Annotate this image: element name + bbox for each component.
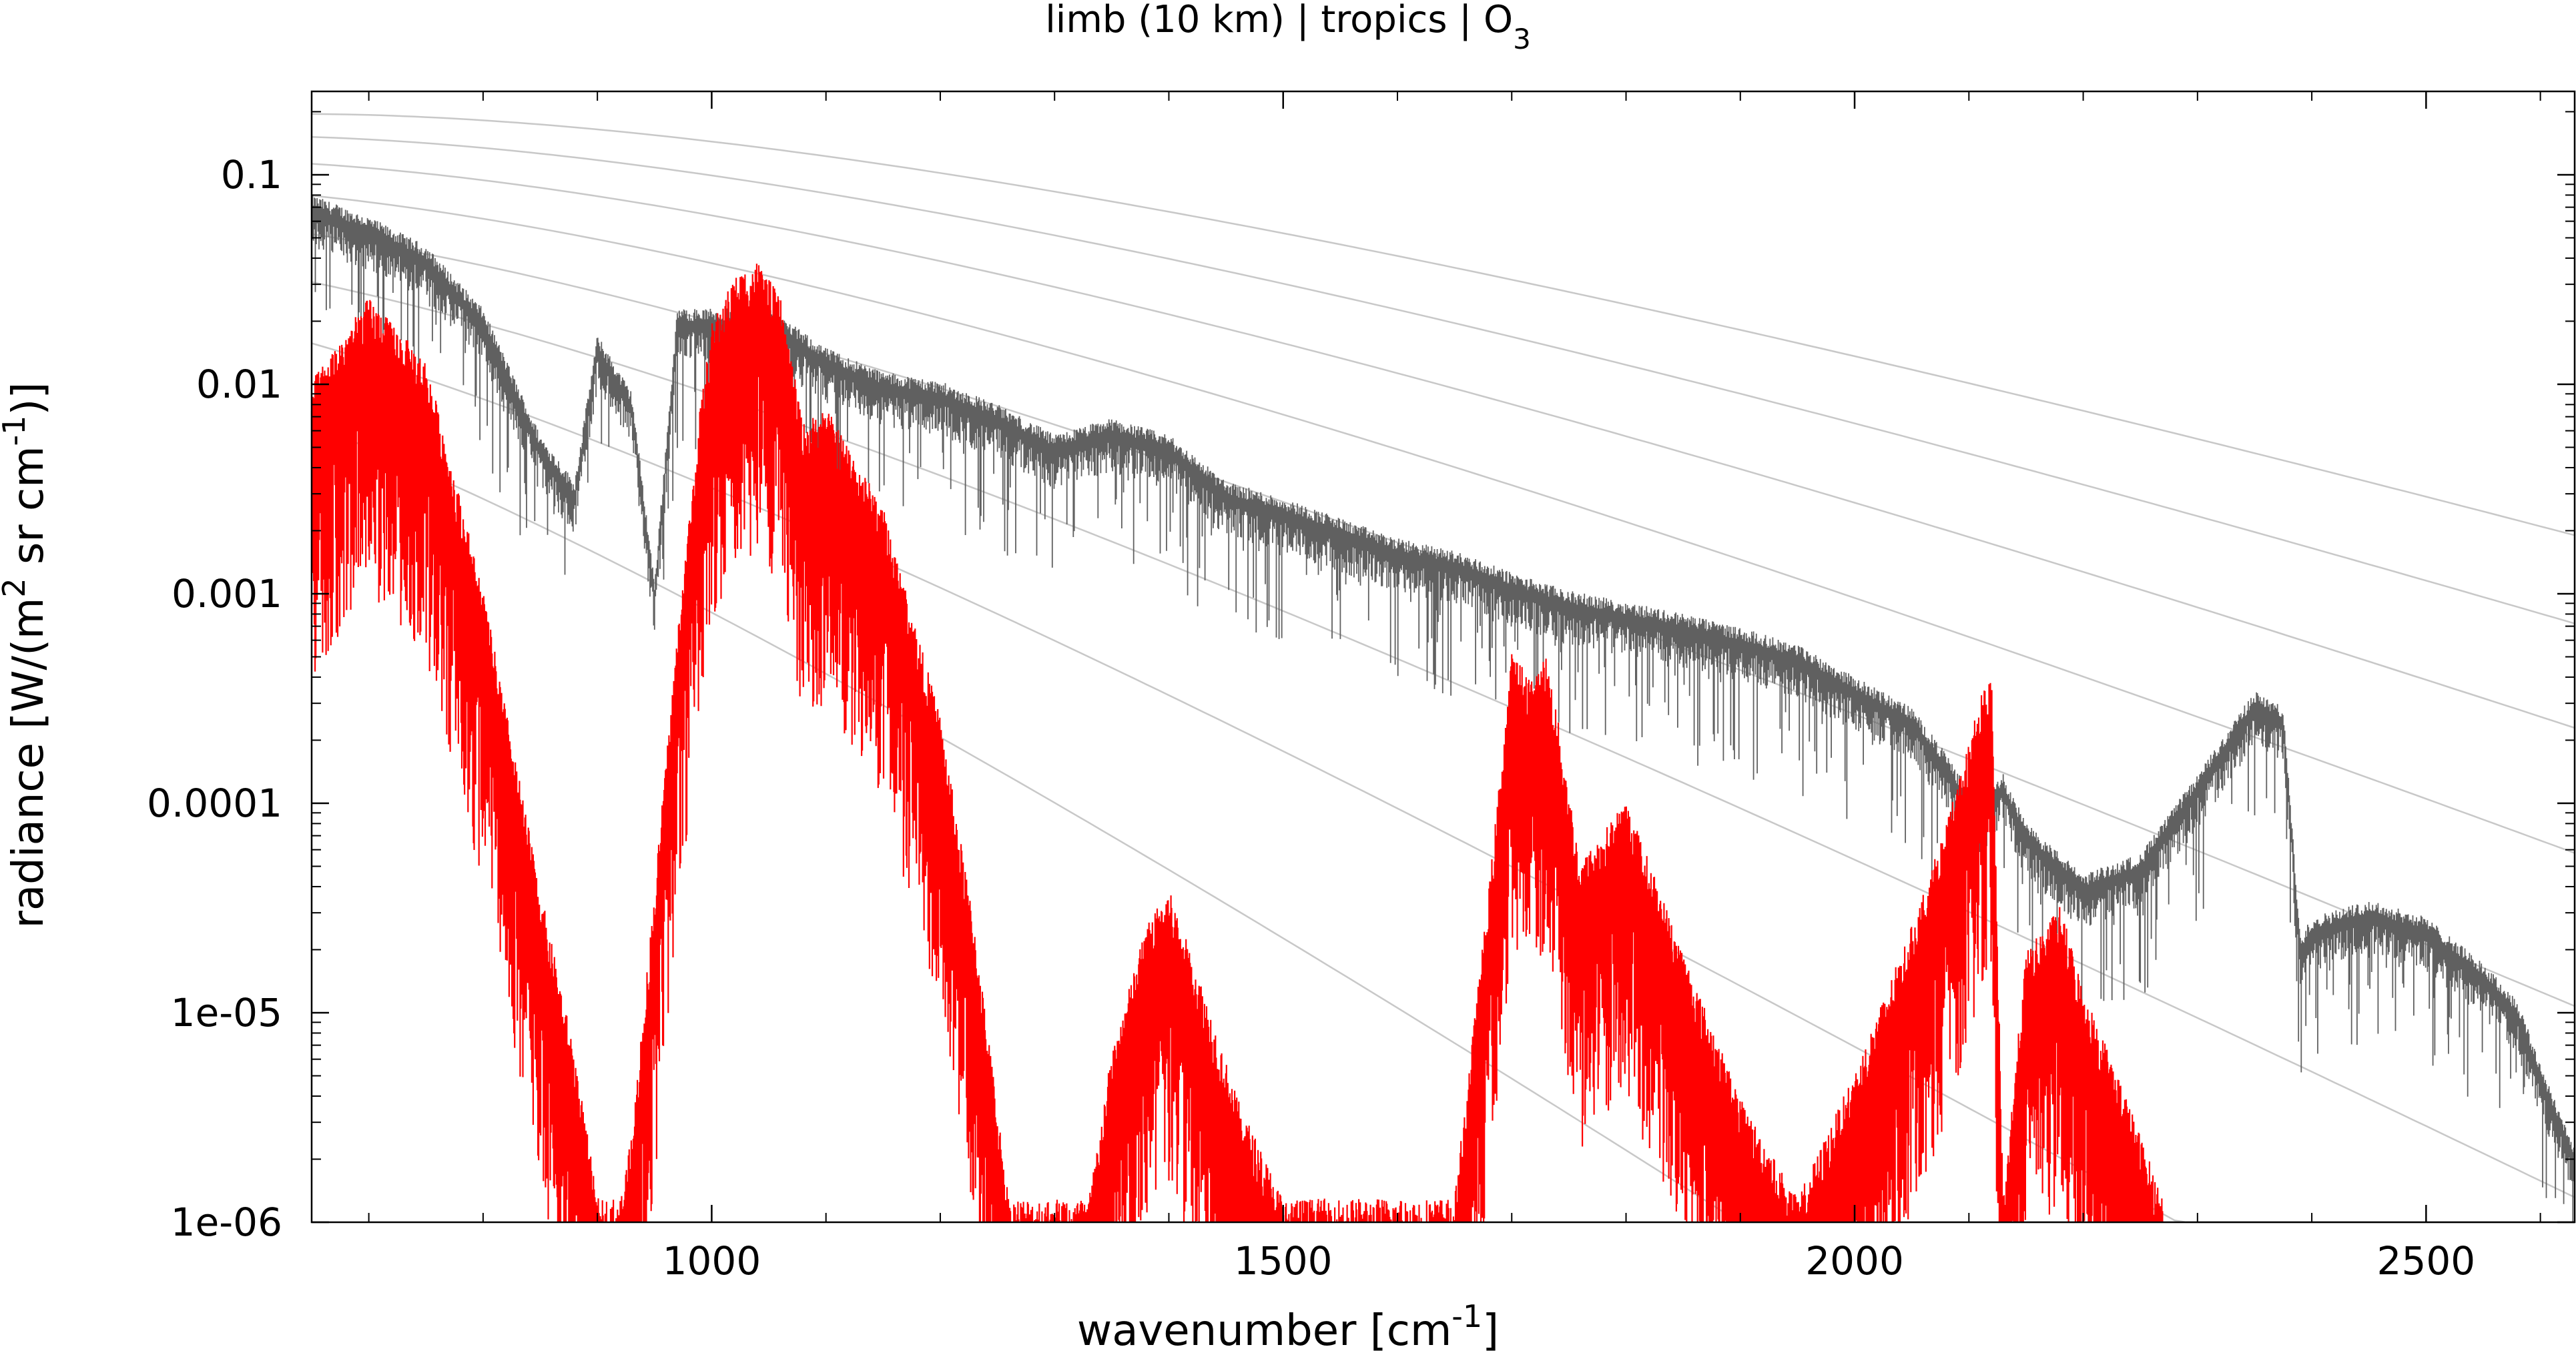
reference-curve-300K — [311, 136, 2575, 624]
y-tick-label: 1e-05 — [171, 990, 282, 1035]
chart-title: limb (10 km) | tropics | O3 — [1045, 0, 1531, 55]
y-tick-label: 0.1 — [221, 152, 282, 197]
y-tick-label: 0.001 — [172, 571, 282, 616]
x-tick-label: 1000 — [663, 1238, 761, 1284]
reference-curve-275K — [311, 163, 2575, 729]
x-tick-label: 2000 — [1805, 1238, 1904, 1284]
y-axis-label: radiance [W/(m2 sr cm-1)] — [0, 382, 53, 929]
reference-curve-250K — [311, 194, 2575, 854]
x-axis-label: wavenumber [cm-1] — [1077, 1298, 1499, 1356]
x-tick-label: 1500 — [1234, 1238, 1333, 1284]
axis-ticks: 1000 1500 2000 2500 0.1 0.01 0.001 0.0001 1e-05 1… — [147, 91, 2575, 1284]
y-tick-label: 0.01 — [196, 362, 282, 407]
x-tick-label: 2500 — [2377, 1238, 2476, 1284]
reference-curve-325K — [311, 113, 2575, 536]
y-tick-label: 0.0001 — [147, 781, 282, 826]
y-tick-label: 1e-06 — [171, 1200, 282, 1245]
